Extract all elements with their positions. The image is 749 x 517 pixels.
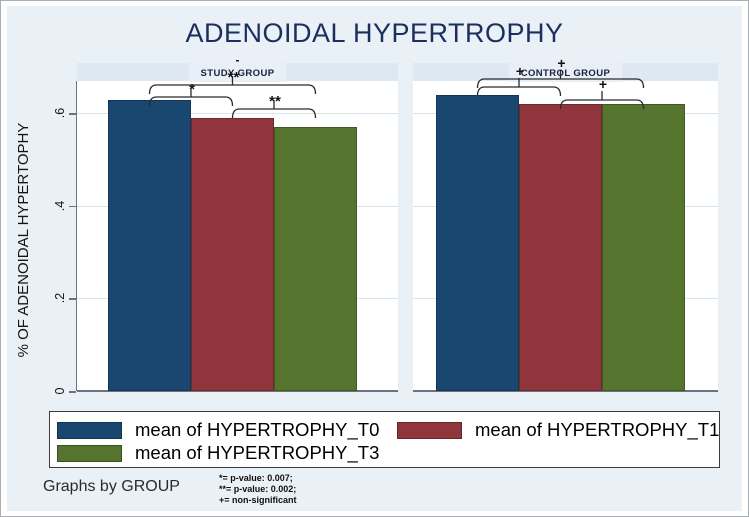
legend-entry: mean of HYPERTROPHY_T0 (57, 419, 379, 441)
bar-t1 (519, 104, 602, 391)
graphs-by-note: Graphs by GROUP (43, 478, 180, 495)
legend-swatch (397, 421, 462, 439)
significance-label: * (189, 81, 195, 98)
y-tick-mark (69, 298, 76, 300)
footnote-line: **= p-value: 0.002; (219, 484, 297, 494)
panel-header-study: STUDY GROUP (77, 62, 398, 82)
significance-label: ** (269, 93, 281, 110)
significance-bracket (559, 99, 645, 110)
significance-label: ** (228, 69, 240, 86)
bar-t3 (274, 127, 357, 391)
bar-t0 (436, 94, 519, 391)
y-axis-line (75, 81, 77, 391)
significance-label: + (557, 55, 565, 71)
significance-label: + (516, 63, 524, 79)
legend-label: mean of HYPERTROPHY_T3 (135, 442, 380, 463)
significance-bracket (148, 96, 234, 107)
legend-entry: mean of HYPERTROPHY_T1 (397, 419, 719, 441)
legend-swatch (57, 444, 122, 462)
legend-entry: mean of HYPERTROPHY_T3 (57, 442, 379, 464)
legend-label: mean of HYPERTROPHY_T0 (135, 419, 380, 440)
bar-t0 (108, 99, 191, 391)
footnote-line: += non-significant (219, 495, 297, 505)
panel-header-control: CONTROL GROUP (413, 62, 718, 82)
y-tick-mark (69, 391, 76, 393)
bar-t3 (602, 104, 685, 391)
significance-bracket (148, 84, 317, 95)
chart-title: ADENOIDAL HYPERTROPHY (185, 18, 564, 48)
panel-header-label-box: CONTROL GROUP (508, 62, 623, 82)
panel-header-label: CONTROL GROUP (520, 68, 611, 79)
header-overmark: - (235, 53, 240, 67)
legend: mean of HYPERTROPHY_T0 mean of HYPERTROPH… (49, 411, 720, 468)
legend-label: mean of HYPERTROPHY_T1 (475, 419, 720, 440)
bar-t1 (191, 118, 274, 391)
significance-bracket (231, 108, 317, 119)
gridline (77, 113, 398, 115)
y-tick-mark (69, 113, 76, 115)
significance-bracket (476, 86, 562, 97)
panel-header-label-box: STUDY GROUP (188, 62, 287, 82)
significance-label: + (599, 76, 607, 92)
footnote-line: *= p-value: 0.007; (219, 473, 293, 483)
legend-swatch (57, 421, 122, 439)
panel-header-label: STUDY GROUP (200, 68, 275, 79)
y-tick-mark (69, 205, 76, 208)
significance-footnote: *= p-value: 0.007; **= p-value: 0.002; += … (219, 473, 297, 506)
